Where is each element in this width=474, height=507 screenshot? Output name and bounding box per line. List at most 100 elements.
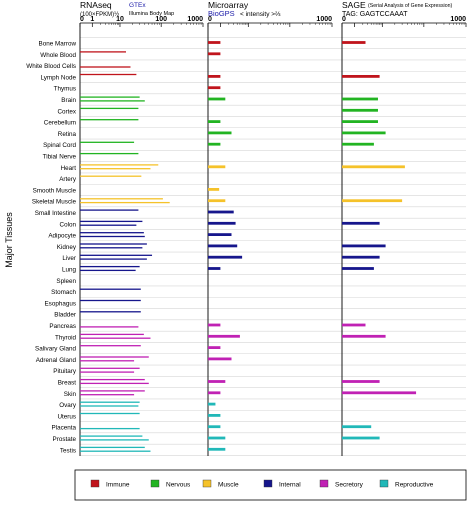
sage-bar-sage (342, 131, 386, 135)
rnaseq-bar-illumina-body-map (80, 326, 139, 328)
tissue-label: Skeletal Muscle (32, 199, 77, 206)
microarray-bar-biogps (208, 86, 221, 90)
microarray-bar-biogps (208, 425, 221, 429)
rnaseq-bar-gtex (80, 152, 139, 155)
rnaseq-bar-gtex (80, 435, 143, 437)
rnaseq-bar-gtex (80, 232, 144, 234)
microarray-bar-biogps (208, 447, 226, 451)
rnaseq-bar-illumina-body-map (80, 439, 149, 441)
microarray-title: Microarray (208, 0, 249, 10)
legend-swatch (150, 479, 160, 488)
sage-bar-sage (342, 425, 372, 429)
panel-headers: RNAseq (100×FPKM)½ GTEx Illumina Body Ma… (80, 0, 452, 18)
tick-label: 1000 (187, 16, 203, 23)
tissue-label: Breast (58, 380, 76, 387)
sage-bar-sage (342, 199, 403, 203)
tissue-label: Ovary (59, 402, 77, 409)
rnaseq-bar-gtex (80, 378, 145, 381)
sage-bar-sage (342, 436, 380, 440)
rnaseq-bar-illumina-body-map (80, 269, 136, 272)
tissue-label: Tibial Nerve (43, 154, 77, 161)
rnaseq-bar-illumina-body-map (80, 100, 145, 102)
tissue-label: Stomach (51, 289, 76, 296)
rnaseq-bar-gtex (80, 164, 159, 166)
legend-swatch (263, 479, 273, 488)
tissue-label: Thymus (54, 86, 76, 93)
sage-bar-sage (342, 221, 380, 225)
tissue-label: Thyroid (55, 334, 76, 341)
legend-swatch (202, 479, 212, 488)
microarray-bar-biogps (208, 391, 221, 395)
microarray-bar-biogps (208, 255, 243, 259)
rnaseq-bar-gtex (80, 175, 142, 177)
rnaseq-bar-illumina-body-map (80, 224, 137, 226)
rnaseq-bar-illumina-body-map (80, 427, 140, 430)
tissue-label: Prostate (53, 436, 77, 443)
tissue-label: Bladder (54, 312, 76, 319)
tissue-label: Pancreas (49, 323, 76, 330)
sage-bar-sage (342, 244, 386, 248)
legend-label: Reproductive (395, 482, 434, 489)
rnaseq-bar-illumina-body-map (80, 66, 131, 68)
microarray-bar-biogps (208, 357, 232, 361)
legend-label: Internal (279, 482, 301, 489)
legend-label: Nervous (166, 482, 191, 489)
sage-bar-sage (342, 41, 366, 44)
rnaseq-bar-gtex (80, 51, 126, 53)
sage-bar-sage (342, 391, 417, 395)
rnaseq-bar-illumina-body-map (80, 235, 145, 238)
tissue-label: Retina (58, 131, 77, 138)
legend-swatch (319, 479, 329, 488)
tissue-label: Brain (61, 97, 76, 104)
microarray-bar-biogps (208, 97, 226, 101)
microarray-bar-biogps (208, 210, 234, 214)
axes: 0 1 10 100 1000 0 1000 0 1000 (79, 16, 467, 456)
sage-bar-sage (342, 380, 380, 383)
sage-bar-sage (342, 255, 380, 259)
tick-label: 0 (208, 16, 212, 23)
legend-swatch (90, 479, 100, 488)
rnaseq-bar-illumina-body-map (80, 168, 151, 170)
microarray-bar-biogps (208, 233, 232, 236)
tissue-label: Smooth Muscle (33, 187, 77, 194)
tissue-label: Whole Blood (40, 52, 76, 59)
rnaseq-bar-gtex (80, 356, 149, 358)
sage-bar-sage (342, 120, 378, 123)
tissue-label: Testis (60, 447, 76, 454)
sage-bar-sage (342, 165, 405, 169)
microarray-bar-biogps (208, 267, 221, 270)
tissue-label: Lung (62, 267, 77, 274)
microarray-bar-biogps (208, 142, 221, 146)
rnaseq-bar-illumina-body-map (80, 258, 147, 260)
sage-bar-sage (342, 334, 386, 338)
rnaseq-bar-gtex (80, 311, 141, 313)
sage-subtitle: TAG: GAGTCCAAAT (342, 11, 408, 18)
microarray-bar-biogps (208, 199, 226, 203)
tissue-label: Artery (59, 176, 77, 183)
sage-bar-sage (342, 267, 374, 270)
microarray-bar-biogps (208, 41, 221, 44)
microarray-bar-biogps (208, 221, 236, 225)
sage-source-note: (Serial Analysis of Gene Expression) (368, 3, 452, 9)
rnaseq-bar-gtex (80, 446, 145, 449)
microarray-bar-biogps (208, 188, 220, 191)
microarray-bar-biogps (208, 244, 238, 248)
tissue-label: Liver (62, 255, 76, 262)
legend: Immune Nervous Muscle Internal Secretory Repr… (74, 469, 467, 501)
tissue-label: Skin (64, 391, 77, 398)
microarray-bar-biogps (208, 52, 221, 56)
microarray-bar-biogps (208, 346, 221, 349)
bars (80, 41, 417, 452)
rnaseq-title: RNAseq (80, 0, 112, 10)
tissue-label: Adipocyte (48, 233, 76, 240)
tissue-labels: Bone Marrow Whole Blood White Blood Cells L… (26, 41, 77, 455)
tissue-label: Salivary Gland (35, 346, 76, 353)
sage-bar-sage (342, 75, 380, 78)
tissue-label: Colon (60, 221, 77, 228)
rnaseq-bar-gtex (80, 107, 139, 110)
tissue-label: Spinal Cord (43, 142, 76, 149)
rnaseq-bar-illumina-body-map (80, 394, 135, 396)
tick-label: 0 (342, 16, 346, 23)
legend-swatch (379, 479, 389, 488)
microarray-bar-biogps (208, 323, 221, 327)
